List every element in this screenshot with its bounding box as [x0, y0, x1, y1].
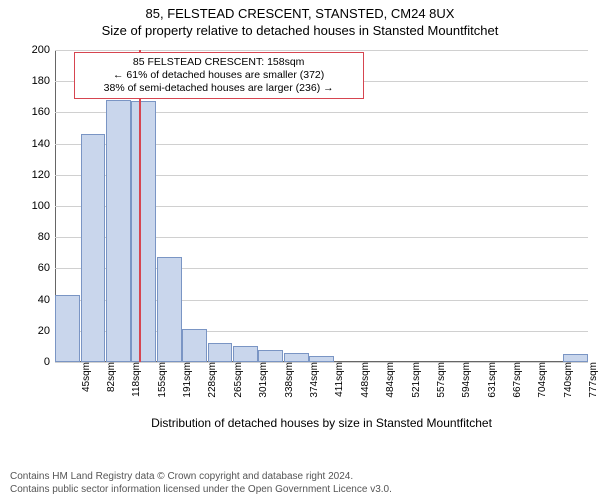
x-tick-label: 557sqm: [432, 362, 447, 398]
callout-line-2: ← 61% of detached houses are smaller (37…: [81, 69, 357, 82]
histogram-bar: [182, 329, 207, 362]
histogram-bar: [55, 295, 80, 362]
footer-attribution: Contains HM Land Registry data © Crown c…: [10, 471, 590, 496]
x-tick-label: 374sqm: [305, 362, 320, 398]
x-tick-label: 631sqm: [483, 362, 498, 398]
x-tick-label: 448sqm: [356, 362, 371, 398]
x-tick-label: 777sqm: [584, 362, 599, 398]
y-tick-label: 100: [32, 200, 55, 212]
histogram-bar: [81, 134, 106, 362]
y-tick-label: 160: [32, 106, 55, 118]
histogram-bar: [208, 343, 233, 362]
histogram-bar: [131, 101, 156, 362]
y-tick-label: 20: [38, 325, 55, 337]
footer-line-1: Contains HM Land Registry data © Crown c…: [10, 471, 590, 484]
x-tick-label: 338sqm: [280, 362, 295, 398]
y-tick-label: 0: [44, 356, 55, 368]
x-tick-label: 301sqm: [254, 362, 269, 398]
x-tick-label: 155sqm: [153, 362, 168, 398]
callout-line-1: 85 FELSTEAD CRESCENT: 158sqm: [81, 56, 357, 69]
x-tick-label: 704sqm: [533, 362, 548, 398]
y-tick-label: 140: [32, 138, 55, 150]
page-title-address: 85, FELSTEAD CRESCENT, STANSTED, CM24 8U…: [0, 0, 600, 21]
x-tick-label: 411sqm: [330, 362, 345, 397]
x-tick-label: 45sqm: [77, 362, 92, 392]
x-tick-label: 594sqm: [457, 362, 472, 398]
grid-line: [55, 50, 588, 51]
histogram-bar: [563, 354, 588, 362]
x-tick-label: 191sqm: [178, 362, 193, 398]
y-tick-label: 80: [38, 231, 55, 243]
page-subtitle: Size of property relative to detached ho…: [0, 21, 600, 38]
x-axis-label: Distribution of detached houses by size …: [55, 416, 588, 430]
x-tick-label: 265sqm: [229, 362, 244, 398]
x-tick-label: 667sqm: [508, 362, 523, 398]
histogram-bar: [106, 100, 131, 362]
histogram-bar: [258, 350, 283, 362]
x-tick-label: 82sqm: [102, 362, 117, 392]
chart-container: Number of detached properties 0204060801…: [0, 42, 600, 440]
callout-line-3: 38% of semi-detached houses are larger (…: [81, 82, 357, 95]
property-callout: 85 FELSTEAD CRESCENT: 158sqm← 61% of det…: [74, 52, 364, 99]
y-tick-label: 180: [32, 75, 55, 87]
y-tick-label: 200: [32, 44, 55, 56]
x-tick-label: 228sqm: [203, 362, 218, 398]
x-tick-label: 118sqm: [127, 362, 142, 397]
histogram-bar: [233, 346, 258, 362]
footer-line-2: Contains public sector information licen…: [10, 484, 590, 497]
y-tick-label: 60: [38, 262, 55, 274]
y-tick-label: 120: [32, 169, 55, 181]
y-tick-label: 40: [38, 294, 55, 306]
plot-area: 02040608010012014016018020045sqm82sqm118…: [55, 50, 588, 362]
x-tick-label: 740sqm: [559, 362, 574, 398]
x-tick-label: 484sqm: [381, 362, 396, 398]
histogram-bar: [157, 257, 182, 362]
x-tick-label: 521sqm: [407, 362, 422, 398]
histogram-bar: [284, 353, 309, 362]
